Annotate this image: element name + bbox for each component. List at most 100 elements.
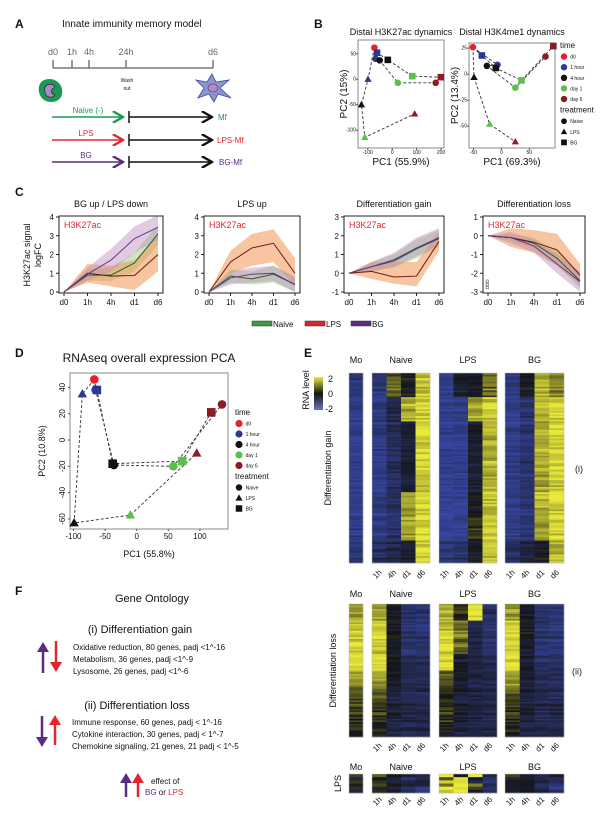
heatmap-cell xyxy=(505,430,520,433)
y-tick-label: 2 xyxy=(50,251,55,260)
heatmap-cell xyxy=(519,637,535,640)
heatmap-cell xyxy=(372,454,387,457)
heatmap-column xyxy=(519,373,535,564)
heatmap-cell xyxy=(482,398,498,401)
heatmap-cell xyxy=(372,700,387,703)
heatmap-cell xyxy=(468,638,483,641)
heatmap-cell xyxy=(468,556,483,559)
heatmap-cell xyxy=(372,374,387,377)
heatmap-cell xyxy=(372,473,387,476)
column-label: d6 xyxy=(548,795,561,808)
heatmap-cell xyxy=(549,688,565,691)
heatmap-cell xyxy=(505,730,520,733)
heatmap-cell xyxy=(453,727,469,729)
heatmap-cell xyxy=(439,620,454,623)
heatmap-cell xyxy=(549,419,565,422)
heatmap-cell xyxy=(505,703,520,706)
heatmap-cell xyxy=(386,459,402,462)
heatmap-cell xyxy=(534,409,550,412)
heatmap-cell xyxy=(505,390,520,393)
heatmap-cell xyxy=(534,662,550,665)
heatmap-cell xyxy=(468,627,483,630)
heatmap-cell xyxy=(549,471,565,474)
heatmap-cell xyxy=(372,459,387,462)
heatmap-cell xyxy=(534,492,550,495)
data-point xyxy=(376,57,384,64)
heatmap-cell xyxy=(349,670,364,673)
heatmap-cell xyxy=(505,554,520,557)
heatmap-cell xyxy=(519,640,535,643)
heatmap-cell xyxy=(415,507,431,510)
block-label: Differentiation gain xyxy=(323,431,333,506)
heatmap-cell xyxy=(401,423,416,426)
heatmap-cell xyxy=(349,561,364,564)
legend-label: BG xyxy=(372,320,384,329)
heatmap-cell xyxy=(468,687,483,690)
heatmap-cell xyxy=(453,506,469,509)
heatmap-cell xyxy=(549,700,565,703)
heatmap-cell xyxy=(549,483,565,486)
heatmap-cell xyxy=(386,519,402,522)
heatmap-cell xyxy=(549,431,565,434)
heatmap-cell xyxy=(468,404,483,407)
series-line-bg xyxy=(348,237,440,274)
heatmap-cell xyxy=(519,483,535,486)
heatmap-cell xyxy=(386,424,402,427)
heatmap-cell xyxy=(519,774,535,778)
heatmap-cell xyxy=(482,665,498,668)
heatmap-cell xyxy=(415,378,431,381)
heatmap-cell xyxy=(453,705,469,708)
heatmap-cell xyxy=(482,511,498,514)
go-section-heading: (i) Differentiation gain xyxy=(88,624,192,636)
heatmap-cell xyxy=(372,622,387,625)
heatmap-cell xyxy=(401,561,416,564)
heatmap-column xyxy=(468,774,483,794)
heatmap-cell xyxy=(453,455,469,458)
heatmap-cell xyxy=(439,473,454,476)
heatmap-cell xyxy=(372,469,387,472)
heatmap-cell xyxy=(415,490,431,493)
heatmap-cell xyxy=(349,687,364,690)
heatmap-cell xyxy=(439,516,454,519)
heatmap-cell xyxy=(534,653,550,656)
heatmap-cell xyxy=(519,511,535,514)
heatmap-cell xyxy=(372,628,387,631)
heatmap-cell xyxy=(415,618,431,621)
heatmap-cell xyxy=(519,612,535,615)
heatmap-cell xyxy=(468,723,483,726)
heatmap-cell xyxy=(401,623,416,626)
heatmap-cell xyxy=(372,660,387,663)
heatmap-cell xyxy=(453,647,469,650)
heatmap-cell xyxy=(349,445,364,448)
heatmap-cell xyxy=(401,507,416,510)
heatmap-cell xyxy=(439,642,454,645)
heatmap-cell xyxy=(453,638,469,641)
heatmap-cell xyxy=(386,506,402,509)
heatmap-cell xyxy=(415,438,431,441)
heatmap-cell xyxy=(439,725,454,728)
heatmap-cell xyxy=(549,519,565,522)
heatmap-cell xyxy=(349,545,364,548)
heatmap-cell xyxy=(453,627,469,630)
heatmap-cell xyxy=(519,473,535,476)
heatmap-cell xyxy=(372,665,387,668)
heatmap-cell xyxy=(519,545,535,548)
heatmap-cell xyxy=(372,653,387,656)
heatmap-cell xyxy=(519,613,535,616)
data-point xyxy=(512,84,519,92)
heatmap-cell xyxy=(468,378,483,381)
heatmap-cell xyxy=(534,426,550,429)
heatmap-cell xyxy=(505,713,520,716)
heatmap-cell xyxy=(468,707,483,710)
heatmap-cell xyxy=(401,502,416,505)
heatmap-cell xyxy=(386,512,402,515)
heatmap-cell xyxy=(349,635,364,638)
heatmap-cell xyxy=(482,499,498,502)
heatmap-cell xyxy=(386,730,402,733)
heatmap-cell xyxy=(349,461,364,464)
heatmap-cell xyxy=(482,485,498,488)
heatmap-cell xyxy=(372,642,387,645)
heatmap-cell xyxy=(386,559,402,562)
heatmap-cell xyxy=(453,514,469,517)
heatmap-cell xyxy=(505,683,520,686)
